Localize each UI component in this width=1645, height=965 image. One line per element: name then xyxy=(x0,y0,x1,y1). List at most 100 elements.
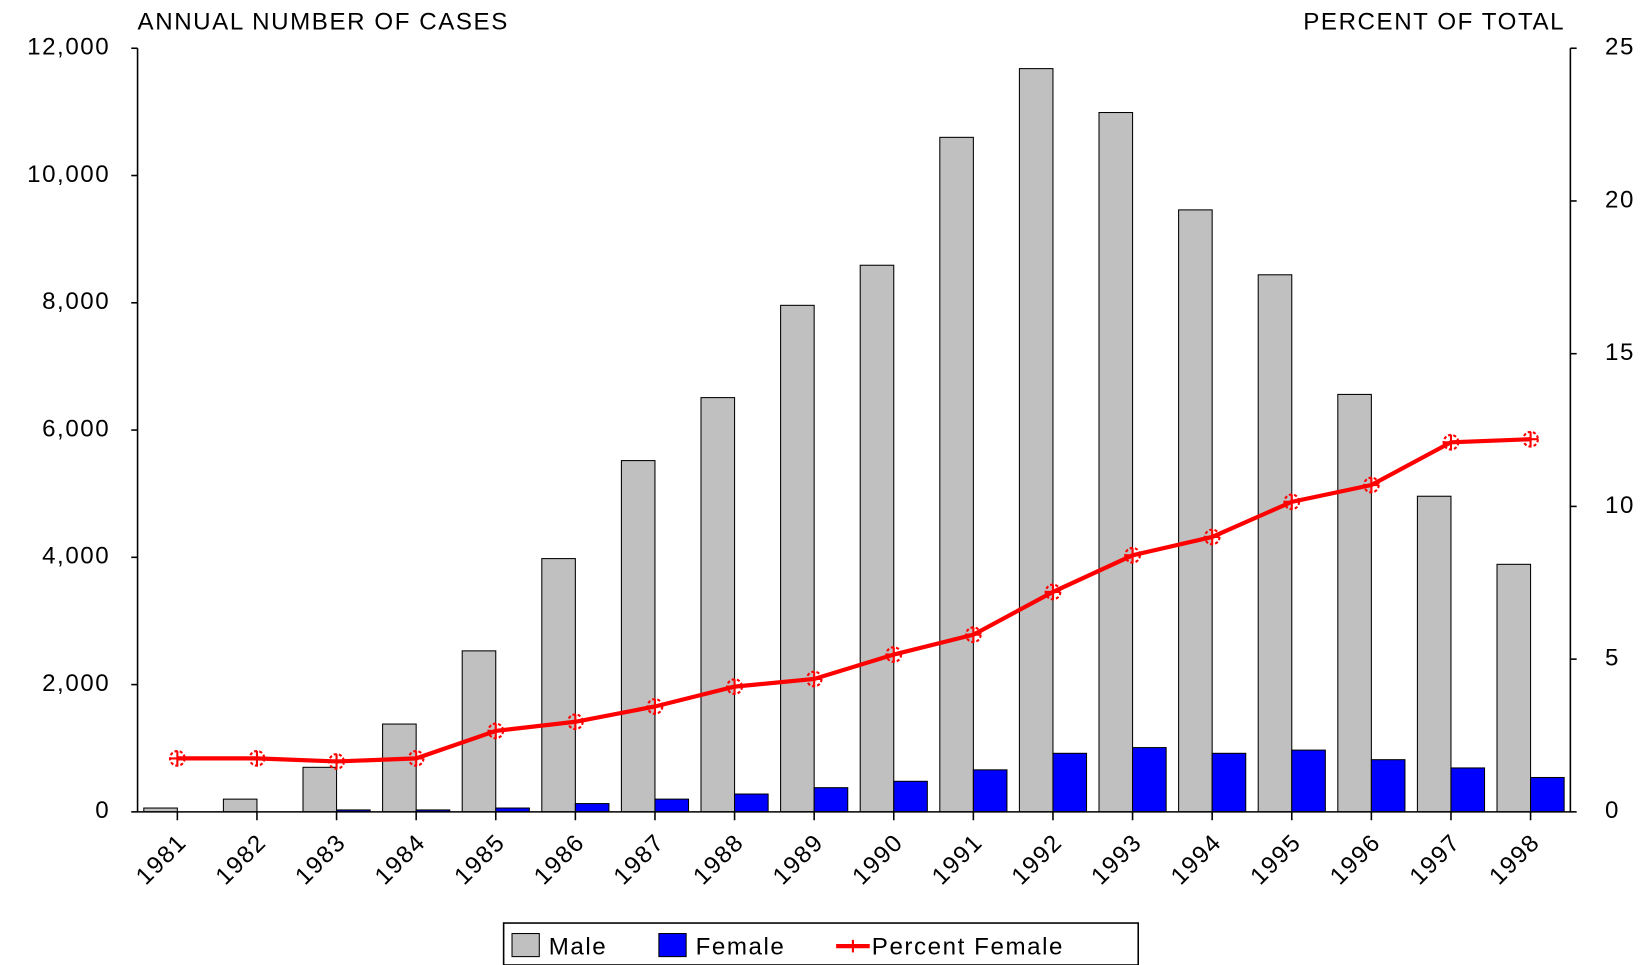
marker xyxy=(1362,476,1380,494)
y2-tick-label: 25 xyxy=(1605,34,1635,61)
marker xyxy=(487,722,505,740)
bar xyxy=(654,798,690,813)
legend-label: Male xyxy=(549,934,608,961)
marker xyxy=(328,753,345,770)
y-tick-label: 2,000 xyxy=(42,670,110,697)
x-tick-label: 1994 xyxy=(1166,829,1227,890)
bar xyxy=(780,304,815,813)
bar xyxy=(620,460,656,813)
marker-cross xyxy=(647,699,663,714)
x-tick-label: 1986 xyxy=(529,829,590,890)
marker xyxy=(407,750,425,767)
bar xyxy=(574,803,610,813)
legend-swatch xyxy=(658,933,687,958)
bar xyxy=(1530,776,1565,813)
marker-cross xyxy=(1045,584,1061,600)
bar xyxy=(382,723,417,813)
marker xyxy=(1203,528,1221,546)
x-tick-label: 1992 xyxy=(1007,829,1068,890)
x-tick-label: 1989 xyxy=(768,829,829,890)
marker xyxy=(805,670,823,688)
bar xyxy=(302,766,338,813)
bar xyxy=(1132,747,1167,813)
bar xyxy=(1496,563,1532,813)
marker xyxy=(1044,583,1062,601)
bar xyxy=(734,793,769,813)
bar xyxy=(541,558,576,813)
y2-axis-title: PERCENT OF TOTAL xyxy=(1303,8,1565,35)
x-tick-label: 1988 xyxy=(688,829,749,890)
marker xyxy=(885,646,903,663)
marker-cross xyxy=(170,751,185,766)
x-tick-label: 1996 xyxy=(1325,829,1386,890)
marker-cross xyxy=(568,714,583,730)
legend-box xyxy=(502,922,1140,965)
y2-tick-label: 0 xyxy=(1605,797,1620,824)
x-tick-label: 1991 xyxy=(927,829,988,890)
bar xyxy=(939,136,974,813)
y2-tick-label: 20 xyxy=(1605,186,1635,213)
marker xyxy=(726,678,743,696)
marker-cross xyxy=(1125,547,1140,563)
x-tick-label: 1987 xyxy=(609,829,670,890)
x-tick-label: 1982 xyxy=(211,829,272,890)
marker-cross xyxy=(488,723,504,739)
bar xyxy=(1416,495,1452,813)
bar xyxy=(972,769,1008,813)
marker-cross xyxy=(1364,477,1379,493)
y-tick-label: 4,000 xyxy=(42,543,110,570)
x-tick-label: 1993 xyxy=(1086,829,1147,890)
line xyxy=(177,437,1531,764)
bar xyxy=(700,397,736,813)
bar xyxy=(1257,274,1293,813)
x-tick-label: 1997 xyxy=(1405,829,1466,890)
marker-cross xyxy=(1523,431,1538,447)
marker xyxy=(248,750,266,767)
marker-cross xyxy=(329,754,344,769)
marker-cross xyxy=(249,751,265,766)
x-tick-label: 1998 xyxy=(1484,829,1545,890)
marker-cross xyxy=(966,627,981,643)
legend-label: Female xyxy=(696,934,786,961)
y-tick-label: 12,000 xyxy=(27,34,110,61)
marker xyxy=(964,626,982,644)
marker xyxy=(566,713,584,731)
bar xyxy=(1337,393,1372,813)
marker-cross xyxy=(727,679,742,694)
legend-swatch xyxy=(511,933,540,958)
axis-frame xyxy=(136,48,1572,813)
marker xyxy=(1124,546,1141,564)
y-axis-title: ANNUAL NUMBER OF CASES xyxy=(138,8,509,35)
bar xyxy=(1291,749,1326,813)
bar xyxy=(1211,752,1247,813)
bar xyxy=(1450,767,1486,813)
y-tick-label: 10,000 xyxy=(27,161,110,188)
y2-tick-label: 15 xyxy=(1605,339,1635,366)
bar xyxy=(1370,759,1406,813)
marker-cross xyxy=(1204,529,1220,545)
y2-tick-label: 5 xyxy=(1605,645,1620,672)
x-tick-label: 1981 xyxy=(131,829,192,890)
x-tick-label: 1984 xyxy=(370,829,431,890)
bar xyxy=(1098,111,1134,813)
y2-tick-label: 10 xyxy=(1605,492,1635,519)
x-tick-label: 1985 xyxy=(449,829,510,890)
bar xyxy=(222,798,258,813)
marker xyxy=(1522,430,1539,448)
x-tick-label: 1995 xyxy=(1245,829,1306,890)
bar xyxy=(893,780,928,813)
bar xyxy=(1178,209,1213,813)
marker xyxy=(1283,493,1301,511)
y-tick-label: 0 xyxy=(95,797,110,824)
bar xyxy=(1052,752,1088,813)
marker-cross xyxy=(408,751,424,766)
x-tick-label: 1983 xyxy=(290,829,351,890)
marker-cross xyxy=(806,671,822,687)
marker xyxy=(646,698,664,715)
marker-cross xyxy=(1284,494,1300,510)
bar xyxy=(859,264,895,813)
x-tick-label: 1990 xyxy=(847,829,908,890)
bar xyxy=(813,787,849,813)
y-tick-label: 8,000 xyxy=(42,288,110,315)
marker-cross xyxy=(886,647,902,662)
